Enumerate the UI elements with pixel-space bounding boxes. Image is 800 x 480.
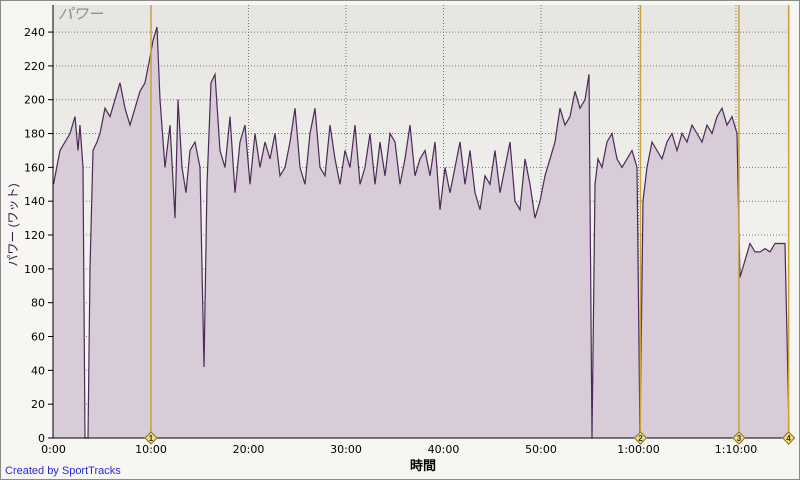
x-tick-label: 40:00 — [428, 443, 460, 456]
y-tick-label: 20 — [31, 398, 45, 411]
x-tick-label: 50:00 — [525, 443, 557, 456]
y-tick-label: 200 — [24, 94, 45, 107]
lap-marker — [144, 431, 158, 445]
y-tick-label: 220 — [24, 60, 45, 73]
power-area — [53, 27, 790, 438]
x-tick-label: 10:00 — [135, 443, 167, 456]
sporttracks-credit-link[interactable]: Created by SportTracks — [5, 465, 121, 477]
y-tick-label: 180 — [24, 128, 45, 141]
lap-marker — [732, 431, 746, 445]
lap-marker — [781, 431, 796, 445]
y-axis-label: パワー (ワット) — [6, 183, 20, 266]
y-tick-label: 80 — [31, 297, 45, 310]
x-tick-label: 1:00:00 — [617, 443, 659, 456]
y-tick-label: 100 — [24, 263, 45, 276]
lap-marker-label: 1 — [149, 434, 154, 443]
y-tick-label: 140 — [24, 195, 45, 208]
power-line — [52, 26, 790, 439]
lap-marker-label: 2 — [638, 434, 643, 443]
y-tick-label: 60 — [31, 331, 45, 344]
y-tick-label: 0 — [38, 432, 45, 445]
x-axis-label: 時間 — [410, 458, 436, 473]
lap-marker-label: 4 — [786, 434, 791, 443]
x-tick-label: 0:00 — [41, 443, 66, 456]
y-tick-label: 240 — [24, 26, 45, 39]
x-tick-label: 20:00 — [233, 443, 265, 456]
x-tick-label: 30:00 — [330, 443, 362, 456]
y-tick-label: 160 — [24, 161, 45, 174]
y-tick-label: 40 — [31, 364, 45, 377]
y-tick-label: 120 — [24, 229, 45, 242]
lap-marker-label: 3 — [737, 434, 742, 443]
x-tick-label: 1:10:00 — [715, 443, 757, 456]
lap-marker — [633, 431, 648, 445]
chart-title: パワー — [58, 6, 104, 23]
